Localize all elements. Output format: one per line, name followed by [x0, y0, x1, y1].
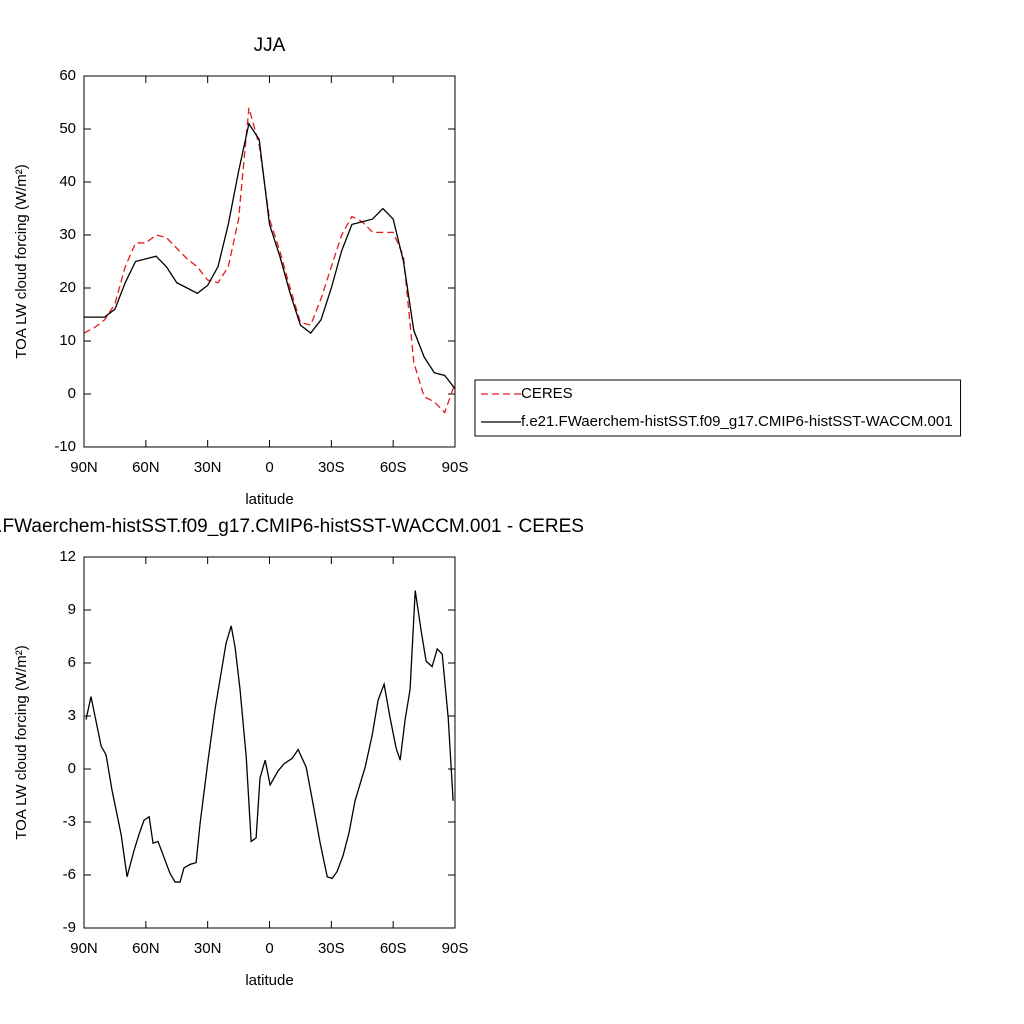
chart-title: f.e21.FWaerchem-histSST.f09_g17.CMIP6-hi…: [0, 516, 584, 537]
data-line: [83, 107, 456, 414]
chart-title: JJA: [254, 35, 286, 56]
x-tick-label: 90S: [442, 940, 469, 957]
legend-box: [474, 379, 962, 437]
x-tick-label: 60S: [380, 459, 407, 476]
x-tick-label: 30N: [194, 940, 222, 957]
x-tick-label: 60N: [132, 940, 160, 957]
x-axis-title: latitude: [245, 491, 293, 508]
y-tick-label: -9: [63, 919, 76, 936]
y-tick-label: -3: [63, 813, 76, 830]
y-tick-label: 3: [68, 707, 76, 724]
x-tick-label: 90N: [70, 459, 98, 476]
y-tick-label: 6: [68, 654, 76, 671]
plot-frame: [83, 75, 456, 448]
x-tick-label: 30S: [318, 940, 345, 957]
y-tick-label: 20: [59, 279, 76, 296]
y-tick-label: -6: [63, 866, 76, 883]
x-tick-label: 30S: [318, 459, 345, 476]
y-axis-title: TOA LW cloud forcing (W/m²): [13, 645, 30, 839]
y-tick-label: 60: [59, 67, 76, 84]
x-tick-label: 30N: [194, 459, 222, 476]
y-tick-label: 12: [59, 548, 76, 565]
y-tick-label: 0: [68, 760, 76, 777]
y-tick-label: 10: [59, 332, 76, 349]
y-tick-label: -10: [54, 438, 76, 455]
x-tick-label: 90S: [442, 459, 469, 476]
y-tick-label: 40: [59, 173, 76, 190]
y-axis-title: TOA LW cloud forcing (W/m²): [13, 164, 30, 358]
y-tick-label: 50: [59, 120, 76, 137]
y-tick-label: 30: [59, 226, 76, 243]
legend-label: CERES: [521, 385, 573, 402]
x-tick-label: 90N: [70, 940, 98, 957]
data-line: [84, 122, 456, 390]
legend-label: f.e21.FWaerchem-histSST.f09_g17.CMIP6-hi…: [521, 413, 953, 430]
x-tick-label: 0: [265, 940, 273, 957]
x-tick-label: 60S: [380, 940, 407, 957]
x-tick-label: 0: [265, 459, 273, 476]
y-tick-label: 9: [68, 601, 76, 618]
legend: CERES f.e21.FWaerchem-histSST.f09_g17.CMI…: [474, 379, 962, 437]
y-tick-label: 0: [68, 385, 76, 402]
plot-frame: [83, 556, 456, 929]
x-axis-title: latitude: [245, 972, 293, 989]
x-tick-label: 60N: [132, 459, 160, 476]
data-line: [85, 590, 454, 883]
